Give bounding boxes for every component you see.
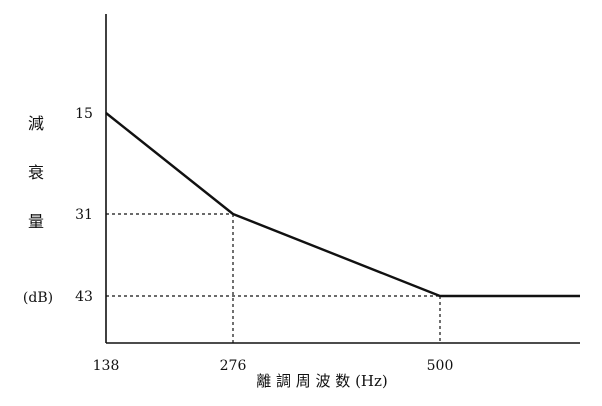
- y-axis-label-char-2: 衰: [28, 163, 44, 182]
- x-tick-label: 500: [427, 358, 454, 374]
- guide-lines: [106, 213, 441, 343]
- y-tick-label: 43: [75, 289, 93, 305]
- x-tick-label: 138: [93, 358, 120, 374]
- y-tick-label: 15: [75, 106, 93, 122]
- y-tick-label: 31: [75, 207, 93, 223]
- x-axis-label: 離 調 周 波 数 (Hz): [256, 372, 388, 390]
- series-lines: [105, 112, 580, 298]
- y-axis-label-char-3: 量: [28, 212, 44, 231]
- y-axis-unit: (dB): [23, 290, 53, 306]
- series-line: [105, 112, 580, 298]
- x-tick-labels: 138 276 500: [93, 358, 454, 374]
- y-axis-label-char-1: 減: [28, 114, 44, 133]
- y-axis-label: 減 衰 量 (dB): [23, 114, 53, 306]
- x-tick-label: 276: [220, 358, 247, 374]
- y-tick-labels: 15 31 43: [75, 106, 93, 305]
